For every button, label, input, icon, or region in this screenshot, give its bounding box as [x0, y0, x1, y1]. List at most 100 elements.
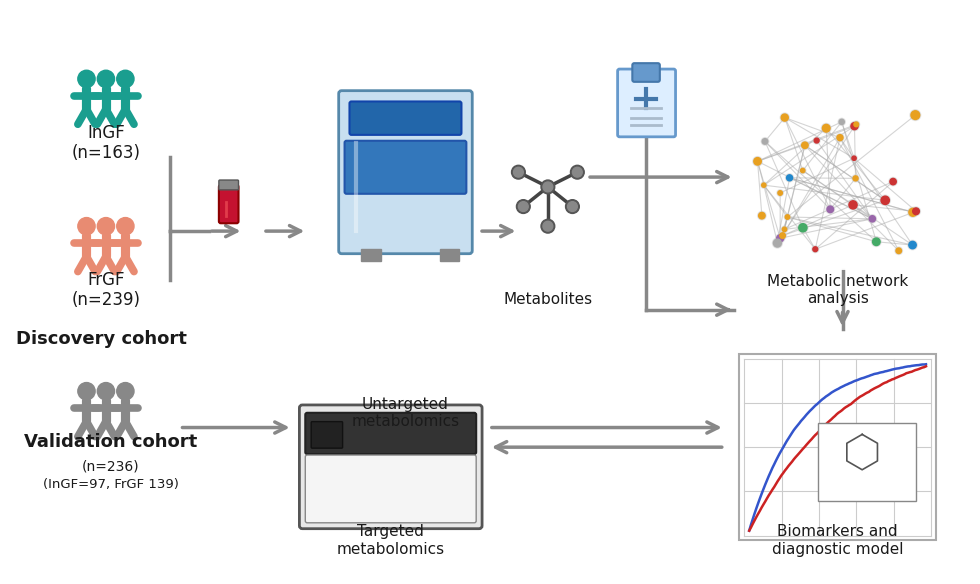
Circle shape: [77, 383, 95, 400]
Circle shape: [872, 238, 880, 245]
FancyBboxPatch shape: [339, 91, 472, 253]
Text: Targeted
metabolomics: Targeted metabolomics: [337, 524, 445, 557]
Circle shape: [801, 141, 809, 150]
Text: Discovery cohort: Discovery cohort: [16, 330, 186, 348]
Circle shape: [811, 246, 818, 253]
Circle shape: [812, 247, 817, 252]
FancyBboxPatch shape: [306, 455, 476, 523]
Circle shape: [543, 221, 553, 231]
Text: Biomarkers and
diagnostic model: Biomarkers and diagnostic model: [772, 524, 904, 557]
Circle shape: [908, 208, 917, 216]
Text: (InGF=97, FrGF 139): (InGF=97, FrGF 139): [43, 478, 178, 491]
Circle shape: [572, 167, 582, 177]
Circle shape: [821, 123, 831, 133]
Circle shape: [849, 201, 858, 209]
FancyBboxPatch shape: [312, 422, 343, 448]
FancyBboxPatch shape: [300, 405, 482, 529]
Circle shape: [852, 175, 859, 182]
Circle shape: [786, 174, 794, 182]
Circle shape: [117, 70, 134, 88]
FancyBboxPatch shape: [617, 69, 675, 137]
Circle shape: [777, 235, 784, 242]
Text: (n=163): (n=163): [72, 144, 140, 162]
Circle shape: [800, 168, 806, 173]
Circle shape: [822, 124, 830, 132]
FancyBboxPatch shape: [219, 180, 238, 190]
Circle shape: [772, 238, 782, 248]
Text: Validation cohort: Validation cohort: [24, 433, 197, 451]
Circle shape: [871, 237, 881, 246]
Circle shape: [850, 121, 859, 131]
Circle shape: [761, 138, 768, 145]
Circle shape: [827, 206, 834, 213]
Circle shape: [839, 119, 845, 124]
Circle shape: [762, 138, 767, 144]
Circle shape: [97, 218, 115, 235]
Text: (n=236): (n=236): [82, 460, 139, 474]
Circle shape: [880, 195, 891, 206]
Circle shape: [912, 208, 919, 214]
Circle shape: [908, 241, 916, 249]
Text: Untargeted
metabolomics: Untargeted metabolomics: [352, 397, 460, 429]
Circle shape: [799, 224, 807, 232]
Circle shape: [782, 227, 787, 232]
FancyBboxPatch shape: [739, 354, 936, 540]
Circle shape: [754, 158, 761, 165]
Circle shape: [97, 383, 115, 400]
Circle shape: [541, 220, 555, 233]
Circle shape: [779, 232, 786, 239]
Circle shape: [907, 207, 918, 217]
Circle shape: [570, 165, 584, 179]
Circle shape: [881, 196, 890, 204]
Circle shape: [518, 201, 528, 211]
Circle shape: [512, 165, 525, 179]
Circle shape: [514, 167, 523, 177]
Text: Metabolites: Metabolites: [504, 293, 593, 307]
Circle shape: [838, 119, 846, 126]
Circle shape: [760, 182, 767, 188]
Circle shape: [516, 200, 530, 213]
Circle shape: [802, 142, 808, 148]
Circle shape: [781, 114, 788, 121]
Circle shape: [785, 215, 790, 219]
Circle shape: [758, 211, 766, 220]
Circle shape: [784, 214, 791, 220]
Circle shape: [896, 248, 902, 253]
Circle shape: [889, 178, 898, 186]
Circle shape: [852, 156, 857, 161]
Circle shape: [910, 110, 920, 120]
Circle shape: [890, 179, 897, 185]
Text: FrGF: FrGF: [87, 271, 124, 289]
Circle shape: [851, 123, 858, 130]
Text: Metabolic network
analysis: Metabolic network analysis: [767, 274, 908, 306]
Circle shape: [854, 122, 858, 127]
Circle shape: [117, 383, 134, 400]
Circle shape: [781, 226, 788, 232]
Circle shape: [851, 155, 858, 161]
FancyBboxPatch shape: [632, 63, 660, 82]
Text: (n=239): (n=239): [72, 291, 140, 309]
FancyBboxPatch shape: [345, 141, 466, 194]
Circle shape: [837, 135, 843, 141]
Circle shape: [759, 213, 765, 219]
Circle shape: [778, 191, 782, 195]
Circle shape: [787, 175, 793, 181]
Circle shape: [567, 201, 577, 211]
Circle shape: [776, 234, 785, 243]
Bar: [440, 249, 460, 260]
Circle shape: [853, 176, 858, 181]
Circle shape: [826, 205, 835, 214]
Circle shape: [753, 157, 762, 166]
FancyBboxPatch shape: [739, 99, 936, 270]
FancyBboxPatch shape: [219, 185, 238, 223]
Circle shape: [773, 239, 781, 247]
Circle shape: [117, 218, 134, 235]
Bar: [362, 249, 381, 260]
Circle shape: [761, 183, 766, 187]
Circle shape: [895, 247, 903, 255]
Circle shape: [801, 168, 805, 173]
Circle shape: [77, 70, 95, 88]
Bar: [818, 423, 916, 501]
Circle shape: [868, 215, 876, 223]
FancyBboxPatch shape: [350, 102, 462, 135]
